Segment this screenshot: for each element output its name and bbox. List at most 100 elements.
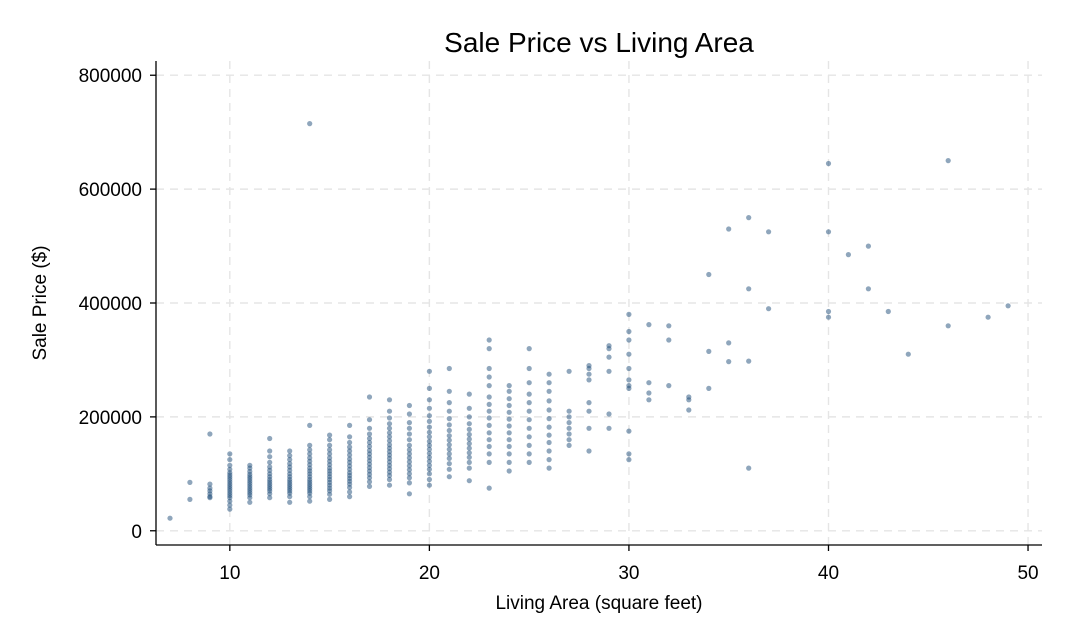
data-point bbox=[307, 451, 313, 457]
data-point bbox=[506, 416, 512, 422]
data-point bbox=[386, 476, 393, 483]
x-tick-label: 20 bbox=[419, 563, 440, 584]
y-tick-label: 0 bbox=[131, 522, 142, 543]
y-tick-label: 600000 bbox=[79, 180, 142, 201]
data-point bbox=[506, 437, 512, 443]
data-point bbox=[606, 425, 612, 431]
data-point bbox=[945, 323, 951, 329]
data-point bbox=[606, 346, 612, 352]
data-point bbox=[386, 472, 393, 479]
data-point bbox=[586, 425, 592, 431]
data-point bbox=[307, 121, 313, 127]
data-point bbox=[865, 286, 872, 292]
data-point bbox=[626, 457, 632, 463]
data-point bbox=[626, 351, 632, 357]
data-point bbox=[606, 411, 612, 417]
data-point bbox=[726, 340, 732, 346]
data-point bbox=[506, 402, 512, 409]
data-point bbox=[526, 442, 532, 448]
data-point bbox=[386, 434, 393, 440]
data-point bbox=[825, 160, 832, 167]
data-point bbox=[366, 425, 373, 431]
data-point bbox=[825, 314, 832, 320]
data-point bbox=[446, 466, 452, 472]
data-point bbox=[746, 215, 752, 221]
data-point bbox=[526, 425, 532, 431]
data-point bbox=[426, 385, 432, 391]
data-point bbox=[466, 421, 472, 427]
data-points bbox=[167, 121, 1011, 521]
data-point bbox=[606, 368, 612, 374]
data-point bbox=[586, 365, 592, 372]
data-point bbox=[287, 499, 293, 505]
data-point bbox=[187, 496, 193, 502]
data-point bbox=[546, 398, 552, 404]
data-point bbox=[347, 452, 353, 458]
x-tick-label: 30 bbox=[618, 563, 639, 584]
data-point bbox=[626, 365, 632, 372]
data-point bbox=[566, 442, 572, 448]
data-point bbox=[446, 388, 452, 394]
data-point bbox=[646, 390, 652, 396]
data-point bbox=[466, 478, 472, 484]
data-point bbox=[706, 385, 712, 391]
data-point bbox=[486, 365, 492, 372]
data-point bbox=[526, 408, 532, 414]
data-point bbox=[546, 416, 552, 422]
data-point bbox=[746, 358, 752, 364]
data-point bbox=[626, 337, 632, 343]
data-point bbox=[327, 442, 333, 448]
data-point bbox=[566, 414, 572, 420]
data-point bbox=[327, 447, 333, 453]
data-point bbox=[446, 474, 452, 480]
data-point bbox=[586, 400, 592, 406]
data-point bbox=[426, 471, 432, 477]
data-point bbox=[606, 354, 612, 360]
data-point bbox=[227, 502, 233, 508]
data-point bbox=[446, 422, 452, 428]
data-point bbox=[506, 468, 512, 474]
data-point bbox=[426, 418, 432, 424]
data-point bbox=[825, 229, 832, 235]
data-point bbox=[446, 455, 452, 461]
data-point bbox=[446, 461, 452, 467]
data-point bbox=[746, 465, 752, 471]
data-point bbox=[287, 453, 293, 459]
y-tick-label: 800000 bbox=[79, 66, 142, 87]
data-point bbox=[905, 351, 911, 357]
data-point bbox=[626, 385, 632, 391]
data-point bbox=[446, 433, 452, 439]
data-point bbox=[885, 308, 891, 315]
data-point bbox=[426, 434, 432, 440]
data-point bbox=[366, 417, 373, 423]
data-point bbox=[506, 388, 512, 394]
data-point bbox=[426, 466, 432, 472]
data-point bbox=[426, 429, 432, 435]
data-point bbox=[526, 451, 532, 457]
data-point bbox=[865, 243, 872, 249]
data-point bbox=[486, 383, 492, 389]
data-point bbox=[646, 322, 652, 328]
data-point bbox=[287, 494, 293, 500]
data-point bbox=[526, 391, 532, 397]
data-point bbox=[327, 432, 333, 438]
data-point bbox=[406, 442, 412, 448]
y-axis-label: Sale Price ($) bbox=[30, 245, 51, 360]
data-point bbox=[327, 496, 333, 502]
data-point bbox=[386, 397, 393, 403]
data-point bbox=[366, 431, 373, 437]
data-point bbox=[267, 448, 273, 454]
data-point bbox=[406, 491, 412, 497]
x-tick-label: 10 bbox=[219, 563, 240, 584]
data-point bbox=[406, 467, 412, 473]
data-point bbox=[366, 439, 373, 446]
data-point bbox=[526, 380, 532, 386]
data-point bbox=[267, 454, 273, 460]
data-point bbox=[486, 346, 492, 352]
data-point bbox=[426, 438, 432, 444]
data-point bbox=[406, 451, 412, 457]
data-point bbox=[347, 439, 353, 446]
data-point bbox=[446, 437, 452, 443]
data-point bbox=[386, 430, 393, 436]
data-point bbox=[307, 498, 313, 504]
